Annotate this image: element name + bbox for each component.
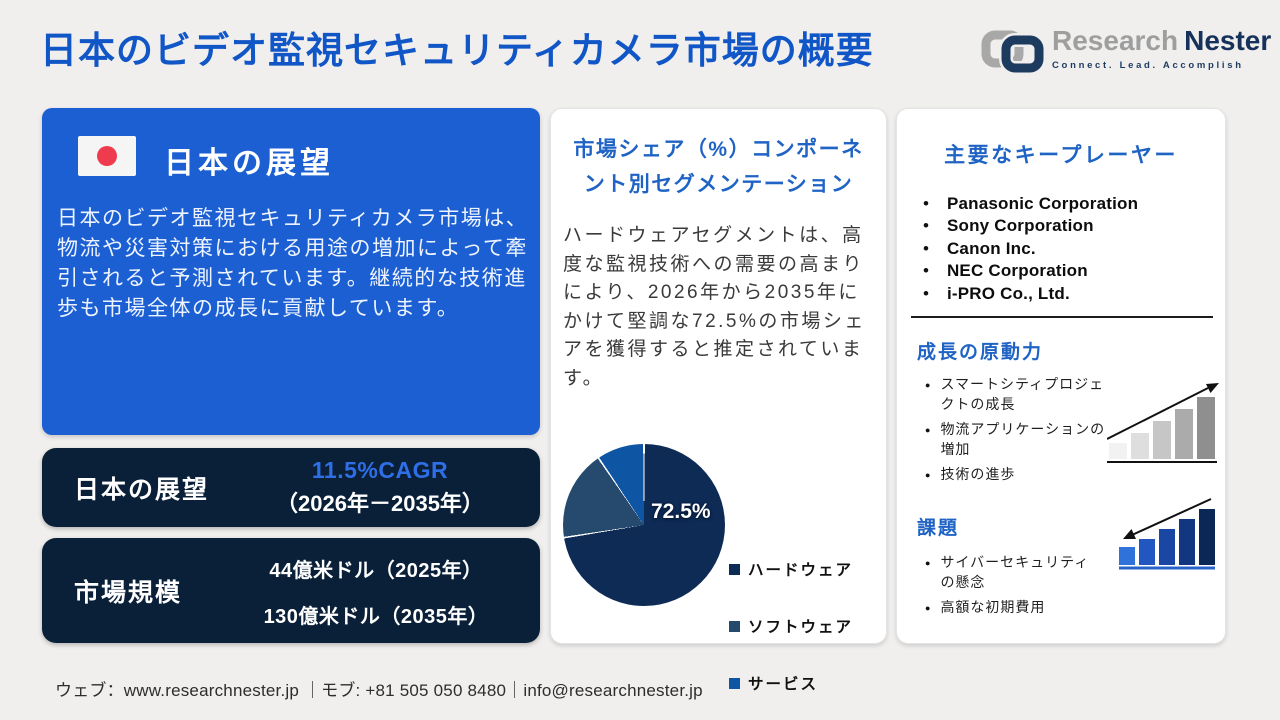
bullet-icon: ● — [925, 602, 931, 613]
japan-outlook-card: 日本の展望 日本のビデオ監視セキュリティカメラ市場は、物流や災害対策における用途… — [42, 108, 540, 435]
interlocked-links-logo-icon — [980, 26, 1046, 83]
logo-text: Research Nester Connect. Lead. Accomplish — [1052, 25, 1272, 71]
outlook-body-text: 日本のビデオ監視セキュリティカメラ市場は、物流や災害対策における用途の増加によっ… — [57, 207, 529, 321]
challenges-heading: 課題 — [917, 518, 960, 539]
logo-brand: Research Nester — [1052, 25, 1272, 56]
key-players-list: • Panasonic Corporation • Sony Corporation… — [923, 194, 1225, 307]
list-item: • NEC Corporation — [923, 261, 1088, 281]
ascending-bar-chart-up-arrow-icon — [1106, 375, 1219, 470]
legend-swatch-software — [729, 620, 740, 632]
cagr-card-label: 日本の展望 — [74, 475, 210, 504]
list-item: • Sony Corporation — [923, 216, 1094, 236]
bullet-icon: • — [923, 216, 929, 236]
cagr-value-block: 11.5%CAGR （2026年－2035年） — [250, 457, 510, 518]
bullet-icon: • — [923, 283, 929, 303]
outlook-heading: 日本の展望 — [164, 147, 334, 180]
pie-chart — [563, 444, 725, 606]
list-item: ● 高額な初期費用 — [925, 598, 1101, 618]
cagr-period: （2026年－2035年） — [276, 491, 484, 516]
bullet-icon: ● — [925, 380, 931, 390]
bullet-icon: ● — [925, 558, 931, 568]
flag-red-circle — [97, 146, 117, 166]
logo-tagline: Connect. Lead. Accomplish — [1052, 59, 1244, 71]
research-nester-logo: Research Nester Connect. Lead. Accomplish — [980, 25, 1272, 83]
legend-item: ハードウェア — [729, 559, 853, 579]
list-item: • Panasonic Corporation — [923, 193, 1139, 213]
segmentation-card: 市場シェア（%）コンポーネント別セグメンテーション ハードウェアセグメントは、高… — [550, 108, 887, 693]
page-title: 日本のビデオ監視セキュリティカメラ市場の概要 — [40, 30, 874, 71]
challenges-list: ● サイバーセキュリティの懸念 ● 高額な初期費用 — [925, 553, 1101, 623]
cagr-card: 日本の展望 11.5%CAGR （2026年－2035年） — [42, 448, 540, 527]
market-size-2035: 130億米ドル（2035年） — [263, 606, 489, 628]
market-size-2025: 44億米ドル（2025年） — [269, 560, 483, 582]
legend-label: ソフトウェア — [748, 619, 854, 636]
legend-item: サービス — [729, 673, 853, 693]
growth-drivers-heading: 成長の原動力 — [917, 342, 1044, 363]
market-size-label: 市場規模 — [74, 578, 183, 607]
bullet-icon: • — [923, 261, 929, 281]
list-item: • Canon Inc. — [923, 238, 1036, 258]
list-item: ● スマートシティプロジェクトの成長 — [925, 375, 1109, 415]
bullet-icon: ● — [925, 424, 931, 435]
bullet-icon: • — [923, 193, 929, 213]
ascending-bar-chart-down-arrow-icon — [1119, 497, 1215, 580]
list-item: ● 物流アプリケーションの増加 — [925, 420, 1109, 460]
legend-item: ソフトウェア — [729, 616, 853, 636]
market-size-values: 44億米ドル（2025年） 130億米ドル（2035年） — [226, 554, 526, 629]
footer-contact: ウェブ：www.researchnester.jp ｜モブ: +81 505 0… — [55, 681, 703, 700]
segmentation-body-text: ハードウェアセグメントは、高度な監視技術への需要の高まりにより、2026年から2… — [563, 225, 866, 389]
list-item: ● サイバーセキュリティの懸念 — [925, 553, 1101, 593]
bullet-icon: • — [923, 238, 929, 258]
japan-flag-icon — [78, 136, 136, 176]
growth-drivers-list: ● スマートシティプロジェクトの成長 ● 物流アプリケーションの増加 ● 技術の進歩 — [925, 375, 1109, 489]
cagr-value: 11.5%CAGR — [311, 457, 449, 483]
legend-swatch-services — [729, 677, 740, 689]
segmentation-heading: 市場シェア（%）コンポーネント別セグメンテーション — [573, 138, 864, 196]
pie-legend: ハードウェア ソフトウェア サービス — [729, 559, 853, 693]
key-players-card: 主要なキープレーヤー • Panasonic Corporation • Sony … — [896, 108, 1226, 644]
bullet-icon: ● — [925, 469, 931, 480]
legend-label: ハードウェア — [748, 562, 854, 579]
list-item: • i-PRO Co., Ltd. — [923, 283, 1070, 303]
pie-data-label: 72.5% — [651, 500, 711, 523]
list-item: ● 技術の進歩 — [925, 465, 1109, 485]
legend-swatch-hardware — [729, 563, 740, 575]
market-size-card: 市場規模 44億米ドル（2025年） 130億米ドル（2035年） — [42, 538, 540, 643]
divider — [911, 316, 1213, 318]
key-players-heading: 主要なキープレーヤー — [944, 144, 1178, 167]
legend-label: サービス — [748, 676, 819, 693]
